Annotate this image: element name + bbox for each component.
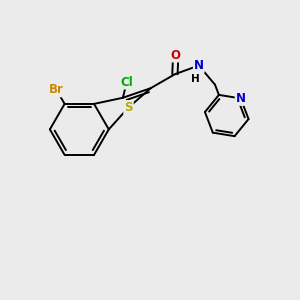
Text: N: N [236,92,246,105]
Text: Br: Br [49,83,64,96]
Text: S: S [124,101,133,114]
Text: H: H [191,74,200,84]
Text: N: N [194,59,204,72]
Text: O: O [171,49,181,62]
Text: Cl: Cl [120,76,133,88]
